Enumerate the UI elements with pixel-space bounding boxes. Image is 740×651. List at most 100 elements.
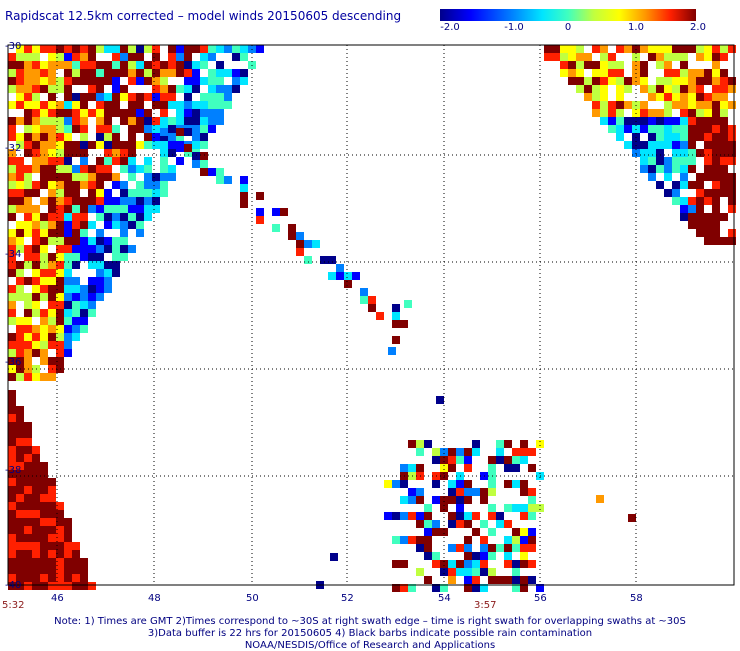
wind-cell xyxy=(40,510,48,518)
wind-cell xyxy=(120,69,128,77)
wind-cell xyxy=(24,205,32,213)
wind-cell xyxy=(680,157,688,165)
wind-cell xyxy=(64,277,72,285)
wind-cell xyxy=(176,85,184,93)
wind-cell xyxy=(48,526,56,534)
wind-cell xyxy=(56,133,64,141)
wind-cell xyxy=(120,197,128,205)
wind-cell xyxy=(32,494,40,502)
wind-cell xyxy=(160,157,168,165)
wind-cell xyxy=(32,69,40,77)
wind-cell xyxy=(96,133,104,141)
wind-cell xyxy=(48,494,56,502)
wind-cell xyxy=(312,240,320,248)
wind-cell xyxy=(72,141,80,149)
wind-cell xyxy=(88,261,96,269)
wind-cell xyxy=(128,77,136,85)
wind-cell xyxy=(96,93,104,101)
wind-cell xyxy=(64,317,72,325)
wind-cell xyxy=(680,205,688,213)
wind-cell xyxy=(24,534,32,542)
wind-cell xyxy=(16,197,24,205)
wind-cell xyxy=(160,77,168,85)
wind-cell xyxy=(624,77,632,85)
wind-cell xyxy=(56,229,64,237)
time-label: 3:57 xyxy=(474,600,496,611)
wind-cell xyxy=(8,149,16,157)
wind-cell xyxy=(24,133,32,141)
wind-cell xyxy=(520,528,528,536)
wind-cell xyxy=(8,478,16,486)
wind-cell xyxy=(96,101,104,109)
wind-cell xyxy=(88,205,96,213)
wind-cell xyxy=(568,69,576,77)
wind-cell xyxy=(144,181,152,189)
wind-cell xyxy=(64,301,72,309)
wind-cell xyxy=(120,237,128,245)
wind-cell xyxy=(464,456,472,464)
wind-cell xyxy=(40,165,48,173)
wind-cell xyxy=(80,101,88,109)
wind-cell xyxy=(40,373,48,381)
wind-cell xyxy=(192,77,200,85)
wind-cell xyxy=(88,237,96,245)
wind-cell xyxy=(408,440,416,448)
wind-cell xyxy=(8,373,16,381)
wind-cell xyxy=(16,341,24,349)
wind-cell xyxy=(128,189,136,197)
wind-cell xyxy=(696,229,704,237)
wind-cell xyxy=(184,128,192,136)
wind-cell xyxy=(16,526,24,534)
wind-cell xyxy=(80,181,88,189)
wind-cell xyxy=(104,165,112,173)
wind-cell xyxy=(80,309,88,317)
wind-cell xyxy=(496,440,504,448)
wind-cell xyxy=(408,584,416,592)
wind-cell xyxy=(32,101,40,109)
wind-cell xyxy=(48,534,56,542)
wind-cell xyxy=(616,133,624,141)
wind-cell xyxy=(112,93,120,101)
wind-cell xyxy=(56,77,64,85)
wind-cell xyxy=(176,157,184,165)
lat-label: -36 xyxy=(5,357,21,368)
wind-cell xyxy=(56,141,64,149)
wind-cell xyxy=(120,181,128,189)
wind-cell xyxy=(96,253,104,261)
wind-cell xyxy=(16,446,24,454)
wind-cell xyxy=(64,269,72,277)
wind-cell xyxy=(56,181,64,189)
wind-cell xyxy=(16,85,24,93)
wind-cell xyxy=(152,205,160,213)
wind-cell xyxy=(48,197,56,205)
wind-cell xyxy=(688,85,696,93)
wind-cell xyxy=(488,480,496,488)
wind-cell xyxy=(472,488,480,496)
wind-cell xyxy=(208,53,216,61)
wind-cell xyxy=(456,568,464,576)
colorbar xyxy=(440,9,696,21)
wind-cell xyxy=(168,141,176,149)
wind-cell xyxy=(136,165,144,173)
wind-cell xyxy=(704,213,712,221)
wind-cell xyxy=(568,77,576,85)
wind-cell xyxy=(216,93,224,101)
wind-cell xyxy=(32,325,40,333)
wind-cell xyxy=(512,584,520,592)
wind-cell xyxy=(696,93,704,101)
wind-cell xyxy=(64,117,72,125)
wind-cell xyxy=(8,526,16,534)
wind-cell xyxy=(160,85,168,93)
wind-cell xyxy=(712,85,720,93)
wind-cell xyxy=(16,269,24,277)
wind-cell xyxy=(520,512,528,520)
wind-cell xyxy=(72,53,80,61)
wind-cell xyxy=(64,229,72,237)
wind-cell xyxy=(64,149,72,157)
wind-cell xyxy=(40,502,48,510)
wind-cell xyxy=(432,560,440,568)
wind-cell xyxy=(344,280,352,288)
wind-cell xyxy=(648,157,656,165)
wind-cell xyxy=(40,309,48,317)
wind-cell xyxy=(720,45,728,53)
